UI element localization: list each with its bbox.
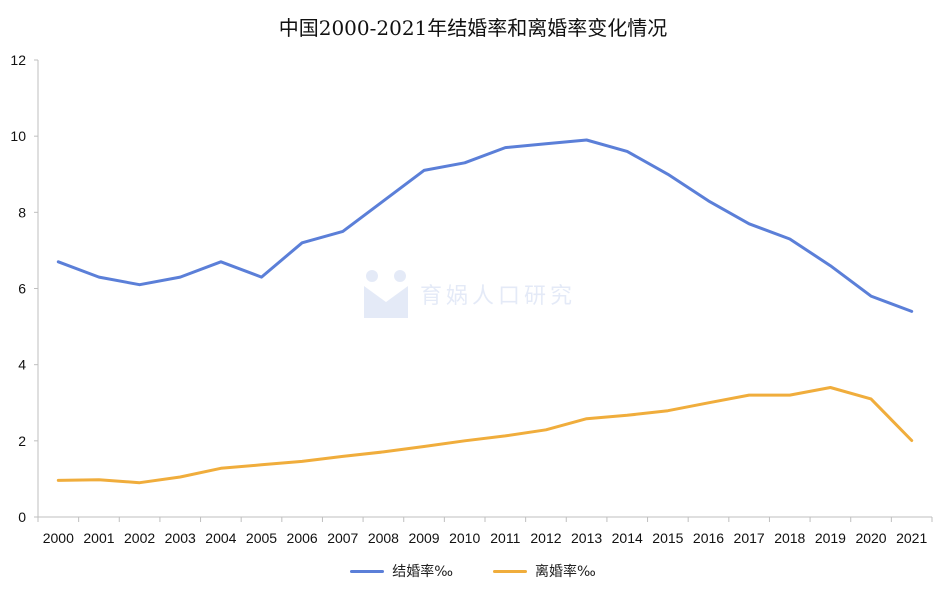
y-tick-label: 8: [18, 204, 26, 220]
x-tick-label: 2011: [490, 530, 520, 546]
chart-title: 中国2000-2021年结婚率和离婚率变化情况: [278, 16, 668, 40]
legend-item-divorce: 离婚率‰: [493, 561, 596, 581]
legend-label-marriage: 结婚率‰: [392, 564, 453, 580]
y-tick-label: 4: [18, 357, 26, 373]
x-tick-label: 2014: [612, 530, 643, 546]
watermark-logo-icon: [364, 270, 408, 318]
x-tick-label: 2015: [652, 530, 683, 546]
series-line-0: [56, 138, 914, 313]
x-tick-label: 2007: [327, 530, 358, 546]
x-tick-label: 2008: [368, 530, 399, 546]
x-tick-label: 2010: [449, 530, 480, 546]
x-tick-label: 2019: [815, 530, 846, 546]
y-tick-label: 0: [18, 509, 26, 525]
series-lines: [56, 138, 914, 485]
x-tick-label: 2021: [896, 530, 927, 546]
legend-label-divorce: 离婚率‰: [535, 564, 596, 580]
x-tick-label: 2000: [43, 530, 74, 546]
x-tick-label: 2006: [287, 530, 318, 546]
x-tick-label: 2018: [774, 530, 805, 546]
x-tick-label: 2013: [571, 530, 602, 546]
legend-swatch-marriage: [350, 569, 385, 573]
x-tick-label: 2017: [734, 530, 765, 546]
legend: 结婚率‰ 离婚率‰: [0, 561, 946, 581]
x-tick-label: 2020: [855, 530, 886, 546]
legend-item-marriage: 结婚率‰: [350, 561, 453, 581]
y-tick-label: 12: [10, 52, 26, 68]
x-tick-label: 2001: [83, 530, 114, 546]
y-tick-label: 10: [10, 128, 26, 144]
x-tick-label: 2012: [530, 530, 561, 546]
y-tick-label: 2: [18, 433, 26, 449]
watermark: 育娲人口研究: [362, 268, 576, 320]
x-axis-ticks: 2000 2001 2002 2003 2004 2005 2006 2007 2008 2009…: [37, 517, 933, 546]
series-line-1: [56, 386, 914, 485]
x-tick-label: 2005: [246, 530, 277, 546]
y-tick-label: 6: [18, 281, 26, 297]
y-axis-ticks: 0 2 4 6 8 10 12: [10, 52, 38, 525]
watermark-text: 育娲人口研究: [420, 284, 577, 309]
x-tick-label: 2016: [693, 530, 724, 546]
x-tick-label: 2004: [205, 530, 236, 546]
legend-swatch-divorce: [493, 569, 527, 573]
x-tick-label: 2002: [124, 530, 155, 546]
x-tick-label: 2003: [165, 530, 196, 546]
x-tick-label: 2009: [408, 530, 439, 546]
